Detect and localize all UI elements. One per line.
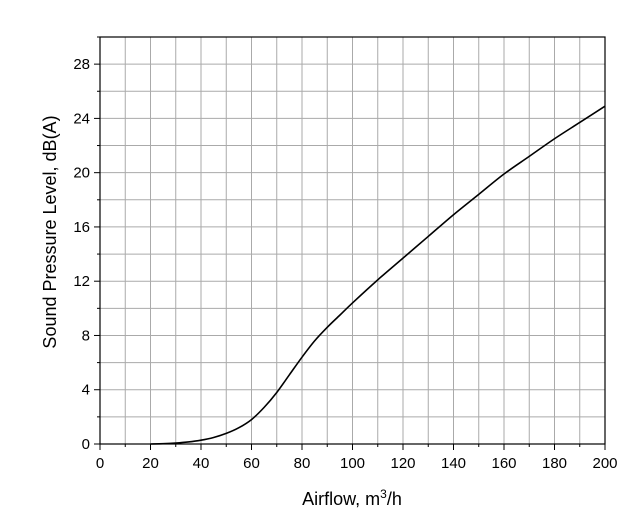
y-tick-label: 4 bbox=[82, 382, 90, 399]
y-tick-label: 12 bbox=[73, 273, 90, 290]
series-line bbox=[150, 105, 606, 445]
x-tick-label: 80 bbox=[294, 455, 311, 472]
grid bbox=[100, 37, 605, 444]
tick-marks bbox=[94, 36, 606, 450]
y-tick-labels: 0 4 8 12 16 20 24 28 bbox=[73, 56, 90, 453]
y-tick-label: 24 bbox=[73, 110, 90, 127]
x-tick-label: 40 bbox=[193, 455, 210, 472]
y-tick-label: 16 bbox=[73, 219, 90, 236]
x-axis-title: Airflow, m3/h bbox=[302, 487, 402, 509]
x-tick-label: 180 bbox=[542, 455, 567, 472]
x-tick-label: 120 bbox=[390, 455, 415, 472]
x-tick-labels: 0 20 40 60 80 100 120 140 160 180 200 bbox=[96, 455, 618, 472]
x-tick-label: 20 bbox=[142, 455, 159, 472]
x-tick-label: 200 bbox=[592, 455, 617, 472]
x-tick-label: 0 bbox=[96, 455, 104, 472]
x-tick-label: 160 bbox=[491, 455, 516, 472]
y-tick-label: 8 bbox=[82, 327, 90, 344]
x-tick-label: 140 bbox=[441, 455, 466, 472]
y-tick-label: 0 bbox=[82, 436, 90, 453]
y-axis-title: Sound Pressure Level, dB(A) bbox=[40, 115, 60, 348]
x-tick-label: 100 bbox=[340, 455, 365, 472]
y-tick-label: 28 bbox=[73, 56, 90, 73]
y-tick-label: 20 bbox=[73, 165, 90, 182]
x-tick-label: 60 bbox=[243, 455, 260, 472]
